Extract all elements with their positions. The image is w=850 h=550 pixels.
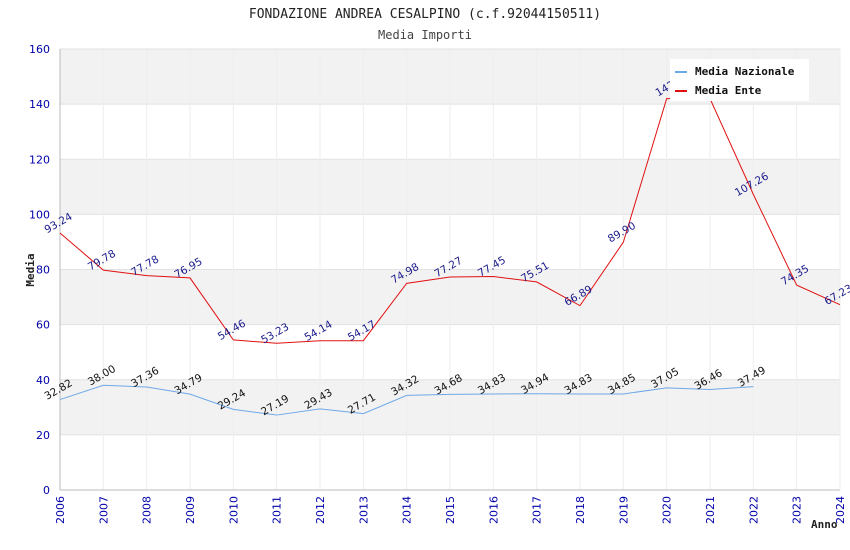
y-tick-20: 20 [36, 429, 50, 442]
legend-label-media-ente: Media Ente [695, 84, 762, 97]
y-tick-120: 120 [29, 153, 50, 166]
y-tick-80: 80 [36, 264, 50, 277]
y-tick-labels: 0 20 40 60 80 100 120 140 160 [29, 43, 50, 497]
x-tick-2014: 2014 [401, 496, 414, 524]
x-tick-2011: 2011 [271, 496, 284, 524]
x-tick-2016: 2016 [487, 496, 500, 524]
x-tick-labels: 2006 2007 2008 2009 2010 2011 2012 2013 2014 2015… [54, 496, 847, 524]
y-tick-40: 40 [36, 374, 50, 387]
x-tick-2013: 2013 [357, 496, 370, 524]
y-tick-160: 160 [29, 43, 50, 56]
y-axis-label: Media [24, 253, 37, 286]
legend: Media Nazionale Media Ente [670, 59, 809, 101]
y-tick-100: 100 [29, 208, 50, 221]
legend-box [670, 59, 809, 101]
legend-label-media-nazionale: Media Nazionale [695, 65, 795, 78]
x-axis-label: Anno [811, 518, 838, 531]
series-line-media-nazionale [59, 384, 754, 416]
x-tick-2010: 2010 [227, 496, 240, 524]
x-tick-2023: 2023 [791, 496, 804, 524]
x-tick-2015: 2015 [444, 496, 457, 524]
x-tick-2019: 2019 [617, 496, 630, 524]
x-tick-2020: 2020 [661, 496, 674, 524]
x-tick-2021: 2021 [704, 496, 717, 524]
x-tick-2017: 2017 [531, 496, 544, 524]
x-tick-2008: 2008 [141, 496, 154, 524]
x-tick-2022: 2022 [747, 496, 760, 524]
chart-subtitle: Media Importi [378, 28, 472, 42]
y-tick-140: 140 [29, 98, 50, 111]
x-tick-2006: 2006 [54, 496, 67, 524]
x-tick-2018: 2018 [574, 496, 587, 524]
x-tick-2009: 2009 [184, 496, 197, 524]
y-tick-0: 0 [43, 484, 50, 497]
x-tick-2007: 2007 [97, 496, 110, 524]
x-tick-2012: 2012 [314, 496, 327, 524]
y-tick-60: 60 [36, 319, 50, 332]
x-tick-2024: 2024 [834, 496, 847, 524]
chart-title: FONDAZIONE ANDREA CESALPINO (c.f.9204415… [249, 7, 601, 22]
